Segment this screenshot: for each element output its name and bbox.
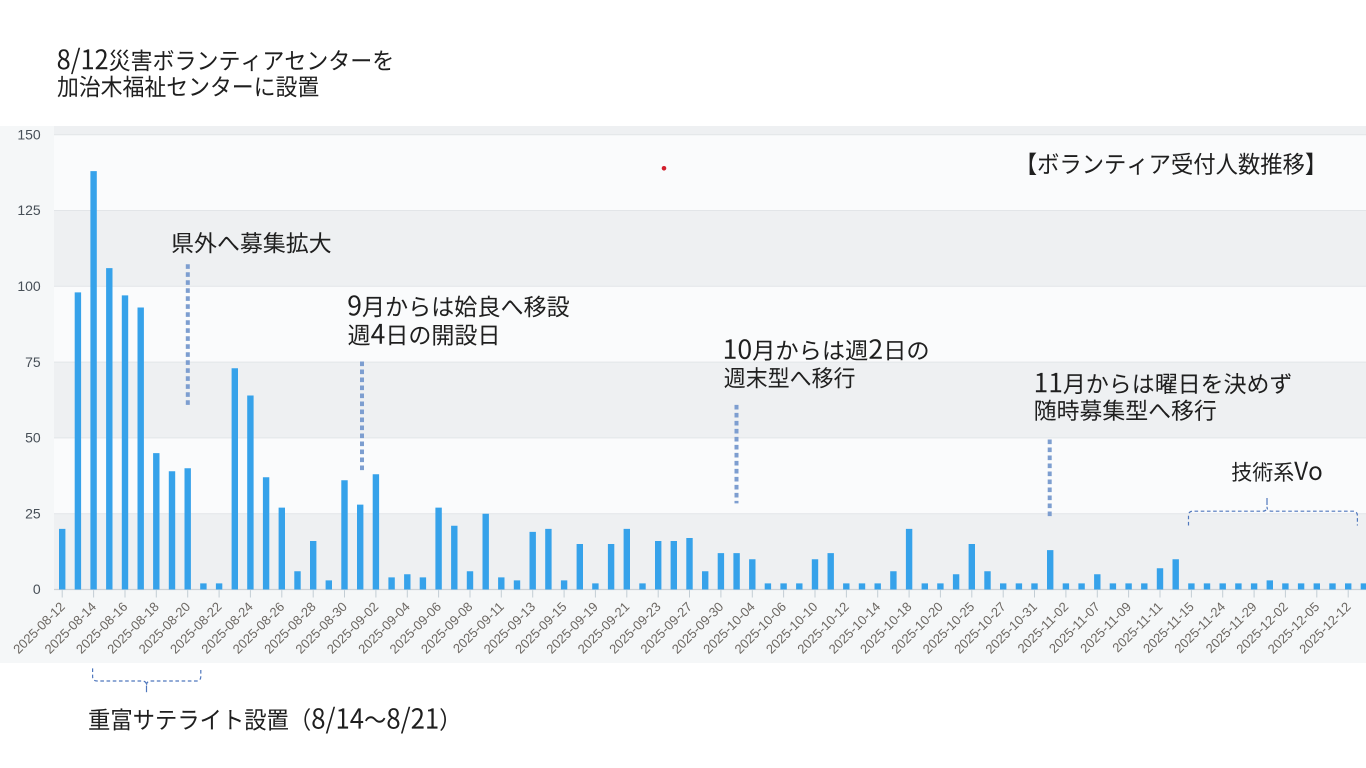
svg-text:50: 50 xyxy=(25,430,41,446)
svg-text:75: 75 xyxy=(25,354,41,370)
svg-text:100: 100 xyxy=(17,278,41,294)
svg-text:0: 0 xyxy=(33,581,41,597)
svg-text:125: 125 xyxy=(17,202,41,218)
svg-text:25: 25 xyxy=(25,505,41,521)
svg-text:150: 150 xyxy=(17,126,41,142)
